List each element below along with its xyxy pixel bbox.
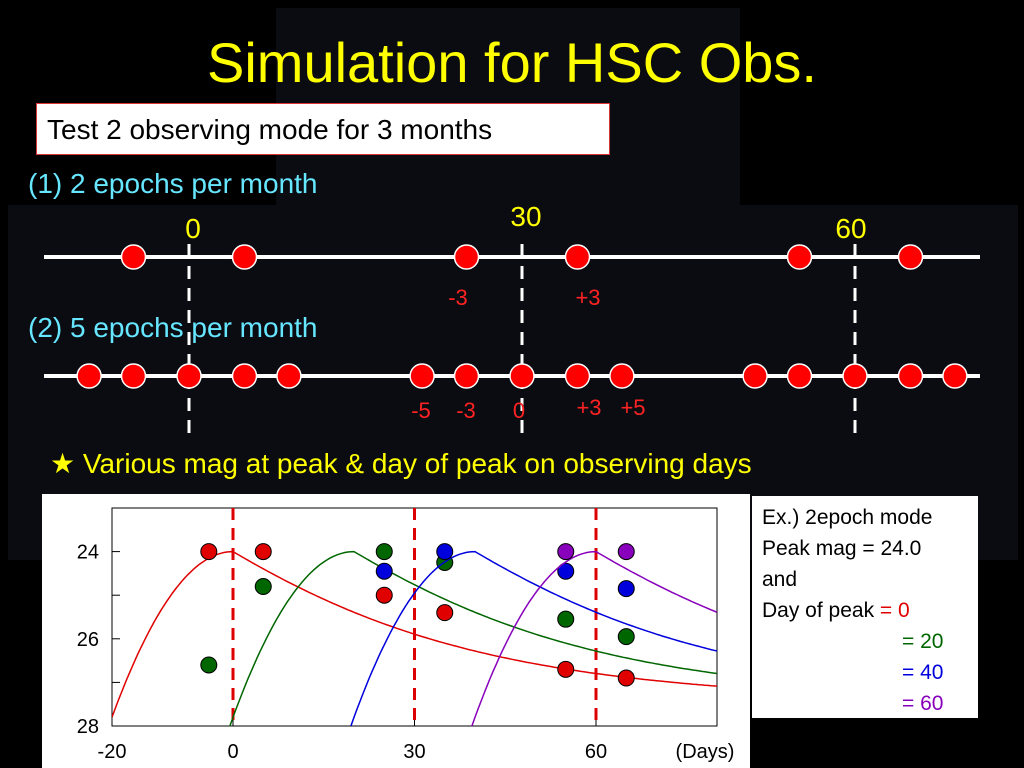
light-curve-0-point [375,586,393,604]
light-curve-0-point [436,604,454,622]
mode1-epoch-point [453,244,480,270]
mode2-epoch-point [897,363,924,389]
light-curve-3 [471,550,717,726]
mode2-epoch-point [231,363,258,389]
mode2-epoch-point [786,363,813,389]
light-curve-panel: -20 0 30 60 (Days) 24 26 28 [42,494,750,768]
light-curve-1-point [617,628,635,646]
light-curve-1-point [557,610,575,628]
caption-line-day-of-peak: Day of peak = 0 [762,595,978,626]
light-curve-2-point [375,562,393,580]
light-curve-2-point [557,562,575,580]
y-tick-label: 26 [77,629,99,651]
mode2-epoch-point [509,363,535,389]
mode1-epoch-point [564,244,591,270]
caption-peak-20: = 20 [902,630,944,653]
x-tick-label: 0 [227,741,238,763]
light-curve-1-point [375,543,393,561]
day-60-marker-label: 60 [835,213,866,244]
day-30-marker-label: 30 [510,201,541,232]
caption-peak-40: = 40 [902,661,944,684]
x-tick-label: 30 [403,741,425,763]
mode2-epoch-point [609,363,635,389]
caption-line-mode: Ex.) 2epoch mode [762,506,933,529]
mode2-epoch-point [409,363,435,389]
light-curve-3-point [557,543,575,561]
light-curve-1-point [254,577,272,595]
mode2-annotation: +5 [620,395,645,420]
caption-day-of-peak-label: Day of peak [762,599,880,622]
slide-title: Simulation for HSC Obs. [207,31,817,94]
light-curve-3-point [617,543,635,561]
caption-peak-60: = 60 [902,692,944,715]
mode1-annotation: +3 [575,285,600,310]
light-curve-2 [350,550,717,726]
mode1-epoch-point [786,244,813,270]
mode2-annotation: 0 [513,398,525,423]
light-curve-0-point [200,543,218,561]
example-caption: Ex.) 2epoch mode Peak mag = 24.0 and Day… [752,496,978,718]
caption-line-peak-mag: Peak mag = 24.0 [762,537,922,560]
mode2-epoch-point [276,363,302,389]
mode1-epoch-point [231,244,258,270]
mode2-epoch-point [120,363,147,389]
mode1-annotation: -3 [448,285,468,310]
light-curve-0-point [617,669,635,687]
day-0-marker-label: 0 [185,213,201,244]
x-tick-label: -20 [98,741,127,763]
mode2-epoch-point [176,363,202,389]
mode2-label: (2) 5 epochs per month [28,312,318,343]
x-tick-label: 60 [585,741,607,763]
mode2-epoch-point [742,363,768,389]
light-curve-1 [229,550,717,726]
mode1-epoch-point [897,244,924,270]
light-curve-2-point [617,580,635,598]
mode2-epoch-point [453,363,480,389]
mode2-epoch-point [564,363,591,389]
light-curve-1-point [200,656,218,674]
caption-peak-0: = 0 [879,599,910,622]
light-curve-0-point [557,660,575,678]
headline-text: ★ Various mag at peak & day of peak on o… [50,448,752,479]
mode2-annotation: -5 [411,398,431,423]
y-tick-label: 28 [77,716,99,738]
mode-description-box: Test 2 observing mode for 3 months [36,103,610,155]
light-curve-chart: -20 0 30 60 (Days) 24 26 28 [77,507,735,763]
caption-line-and: and [762,568,798,591]
light-curve-0-point [254,543,272,561]
mode1-epoch-point [120,244,147,270]
y-tick-label: 24 [77,542,99,564]
x-axis-label: (Days) [676,741,735,763]
epoch-timeline: 0 30 60 -3 +3 -5 -3 0 +3 +5 [44,201,980,438]
mode2-epoch-point [842,363,868,389]
light-curve-2-point [436,543,454,561]
mode1-label: (1) 2 epochs per month [28,168,318,199]
mode2-annotation: +3 [576,395,601,420]
mode2-annotation: -3 [456,398,476,423]
mode2-epoch-point [942,363,968,389]
mode2-epoch-point [76,363,102,389]
